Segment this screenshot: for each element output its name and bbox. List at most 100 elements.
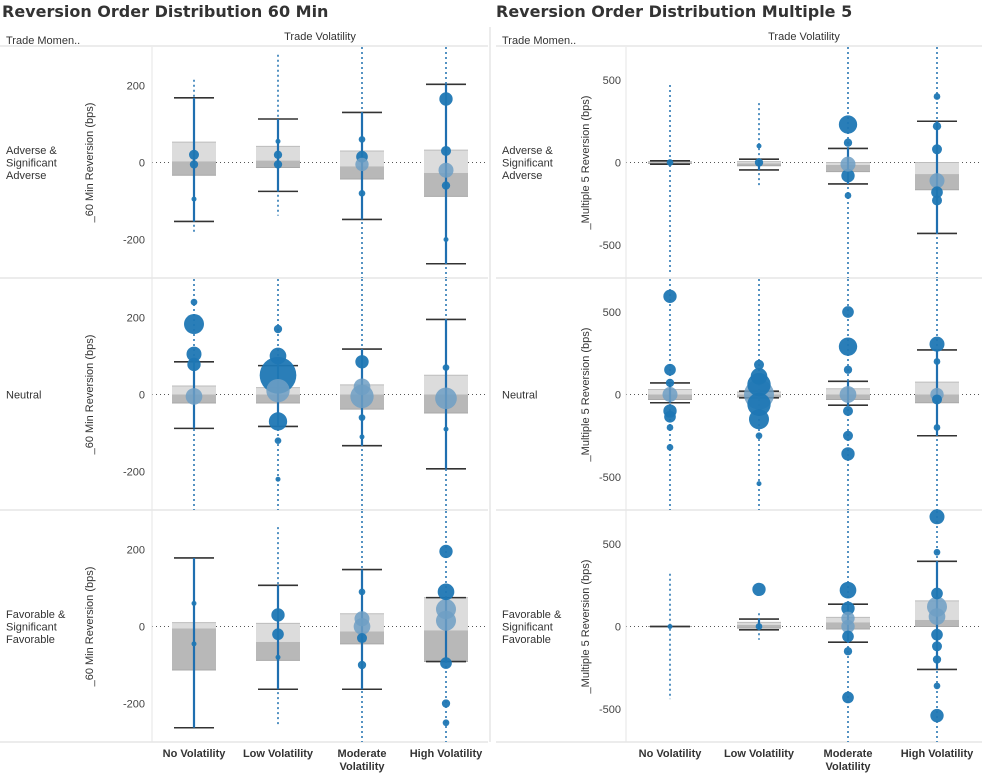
data-point (189, 149, 199, 160)
data-point (931, 587, 943, 600)
data-point (666, 443, 674, 451)
data-point (273, 160, 283, 169)
y-tick-label: 200 (127, 81, 145, 93)
data-point (929, 336, 945, 352)
row-label: Favorable & Significant Favorable (6, 609, 66, 646)
y-tick-label: 0 (139, 390, 145, 402)
x-category-label-line: Volatility (825, 761, 871, 773)
x-category-label: Low Volatility (243, 748, 314, 760)
data-point (443, 426, 449, 432)
data-point (442, 719, 450, 727)
data-point (190, 298, 198, 306)
x-category-label-line: High Volatility (901, 748, 974, 760)
column-header-label: Trade Volatility (768, 31, 840, 43)
y-axis-title: _Multiple 5 Reversion (bps) (580, 328, 592, 463)
x-category-label: Moderate Volatility (824, 748, 873, 773)
row-label-line: Favorable & (6, 609, 66, 621)
data-point (843, 365, 853, 374)
data-point (932, 394, 942, 405)
data-point (185, 388, 203, 405)
data-point (843, 647, 853, 656)
data-point (842, 691, 854, 704)
data-point (932, 122, 942, 131)
y-tick-label: -500 (599, 704, 621, 716)
x-category-label-line: Low Volatility (243, 748, 314, 760)
x-category-label-line: Moderate (338, 748, 387, 760)
data-point (844, 192, 852, 199)
x-category-label-line: Moderate (824, 748, 873, 760)
data-point (933, 93, 941, 100)
data-point (843, 430, 853, 441)
column-header-label: Trade Volatility (284, 31, 356, 43)
row-label: Neutral (6, 390, 41, 402)
data-point (359, 434, 365, 440)
data-point (932, 655, 942, 664)
left-chart-title: Reversion Order Distribution 60 Min (2, 2, 329, 21)
data-point (275, 476, 281, 482)
data-point (755, 623, 763, 630)
data-point (838, 115, 858, 134)
y-axis-title: _Multiple 5 Reversion (bps) (580, 560, 592, 695)
data-point (191, 196, 197, 202)
data-point (440, 657, 452, 669)
row-label-line: Adverse (6, 170, 46, 182)
data-point (275, 138, 281, 144)
data-point (437, 583, 455, 601)
x-category-label-line: No Volatility (163, 748, 227, 760)
x-category-label: High Volatility (410, 748, 483, 760)
data-point (358, 189, 366, 197)
data-point (439, 544, 453, 559)
data-point (931, 186, 943, 199)
x-category-label: No Volatility (163, 748, 227, 760)
data-point (357, 660, 367, 670)
row-label: Favorable & Significant Favorable (502, 609, 562, 646)
x-category-label: Moderate Volatility (338, 748, 387, 773)
data-point (666, 424, 674, 431)
data-point (442, 364, 450, 371)
data-point (665, 378, 675, 388)
data-point (268, 412, 288, 431)
data-point (755, 432, 763, 440)
data-point (435, 387, 457, 410)
x-category-label: High Volatility (901, 748, 974, 760)
x-category-label: Low Volatility (724, 748, 795, 760)
data-point (272, 628, 284, 641)
data-point (664, 410, 676, 423)
y-axis-title: _Multiple 5 Reversion (bps) (580, 96, 592, 231)
y-tick-label: 500 (603, 75, 621, 87)
y-tick-label: -500 (599, 240, 621, 252)
data-point (933, 682, 941, 690)
row-header-label: Trade Momen.. (502, 35, 576, 47)
y-tick-label: 200 (127, 545, 145, 557)
data-point (441, 699, 451, 708)
data-point (841, 169, 855, 183)
row-label-line: Neutral (502, 390, 537, 402)
data-point (663, 289, 677, 303)
data-point (273, 150, 283, 159)
data-point (841, 601, 855, 616)
y-tick-label: 0 (139, 622, 145, 634)
data-point (184, 314, 204, 335)
data-point (928, 608, 946, 625)
data-point (930, 708, 944, 723)
data-point (933, 358, 941, 365)
data-point (754, 158, 764, 167)
y-tick-label: 0 (139, 158, 145, 170)
data-point (933, 548, 941, 556)
data-point (357, 633, 367, 644)
y-axis-title: _60 Min Reversion (bps) (84, 567, 96, 688)
y-tick-label: -200 (123, 235, 145, 247)
data-point (664, 363, 676, 376)
x-category-label-line: Low Volatility (724, 748, 795, 760)
data-point (438, 162, 454, 178)
data-point (358, 136, 366, 143)
data-point (189, 160, 199, 169)
data-point (929, 509, 945, 525)
row-label-line: Neutral (6, 390, 41, 402)
data-point (667, 624, 673, 629)
row-label-line: Adverse (502, 170, 542, 182)
row-label-line: Favorable & (502, 609, 562, 621)
data-point (266, 378, 290, 403)
data-point (932, 641, 942, 652)
data-point (187, 357, 201, 372)
